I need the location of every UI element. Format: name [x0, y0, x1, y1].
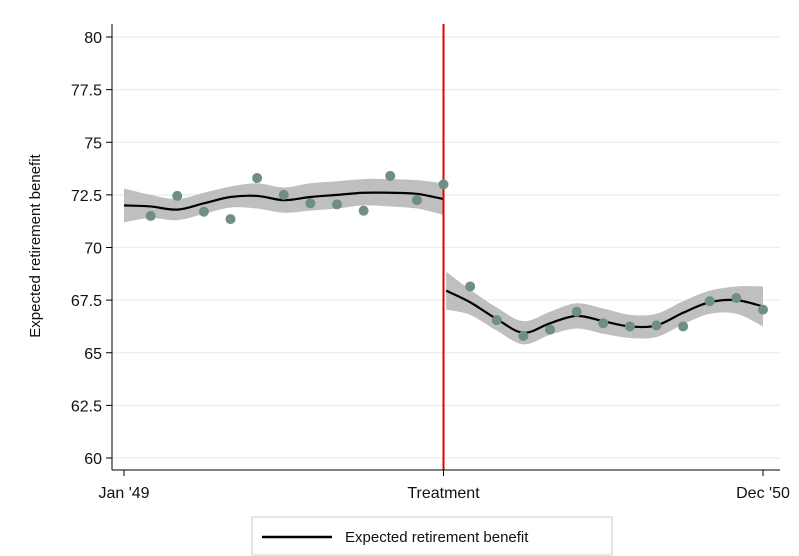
data-point [411, 195, 422, 206]
data-point [545, 324, 555, 335]
data-point [651, 320, 662, 331]
y-tick-label: 70 [84, 241, 102, 258]
data-point [731, 293, 742, 304]
x-tick-label: Jan '49 [98, 485, 149, 502]
data-point [465, 281, 476, 292]
data-point [598, 318, 609, 329]
data-point [252, 173, 263, 184]
data-point [198, 206, 209, 217]
x-tick-label: Treatment [407, 485, 480, 502]
data-point [305, 198, 316, 209]
x-tick-label: Dec '50 [736, 485, 790, 502]
y-tick-label: 60 [84, 451, 102, 468]
data-point [385, 170, 396, 181]
data-point [518, 330, 529, 341]
data-point [225, 214, 236, 225]
fitted-line [123, 191, 444, 211]
data-point [172, 190, 183, 201]
data-point [358, 205, 369, 216]
legend: Expected retirement benefit [251, 516, 613, 556]
y-tick-label: 62.5 [71, 398, 102, 415]
data-point [491, 315, 502, 326]
y-tick-label: 80 [84, 30, 102, 47]
y-tick-label: 67.5 [71, 293, 102, 310]
y-tick-label: 75 [84, 135, 102, 152]
data-point [145, 210, 156, 221]
data-point [438, 179, 449, 190]
y-tick-label: 65 [84, 346, 102, 363]
data-point [758, 304, 768, 315]
y-tick-label: 77.5 [71, 83, 102, 100]
data-point [571, 306, 582, 317]
data-point [704, 296, 715, 307]
data-point [624, 321, 635, 332]
data-point [278, 189, 289, 200]
y-tick-label: 72.5 [71, 188, 102, 205]
binned-points [145, 170, 768, 341]
data-point [678, 321, 689, 332]
data-point [332, 199, 342, 210]
y-axis-title: Expected retirement benefit [27, 153, 44, 337]
axes: 60 62.5 65 67.5 70 72.5 75 77.5 80 Jan '49 Treatme… [71, 24, 790, 502]
legend-label: Expected retirement benefit [345, 529, 529, 546]
confidence-band [446, 271, 763, 345]
